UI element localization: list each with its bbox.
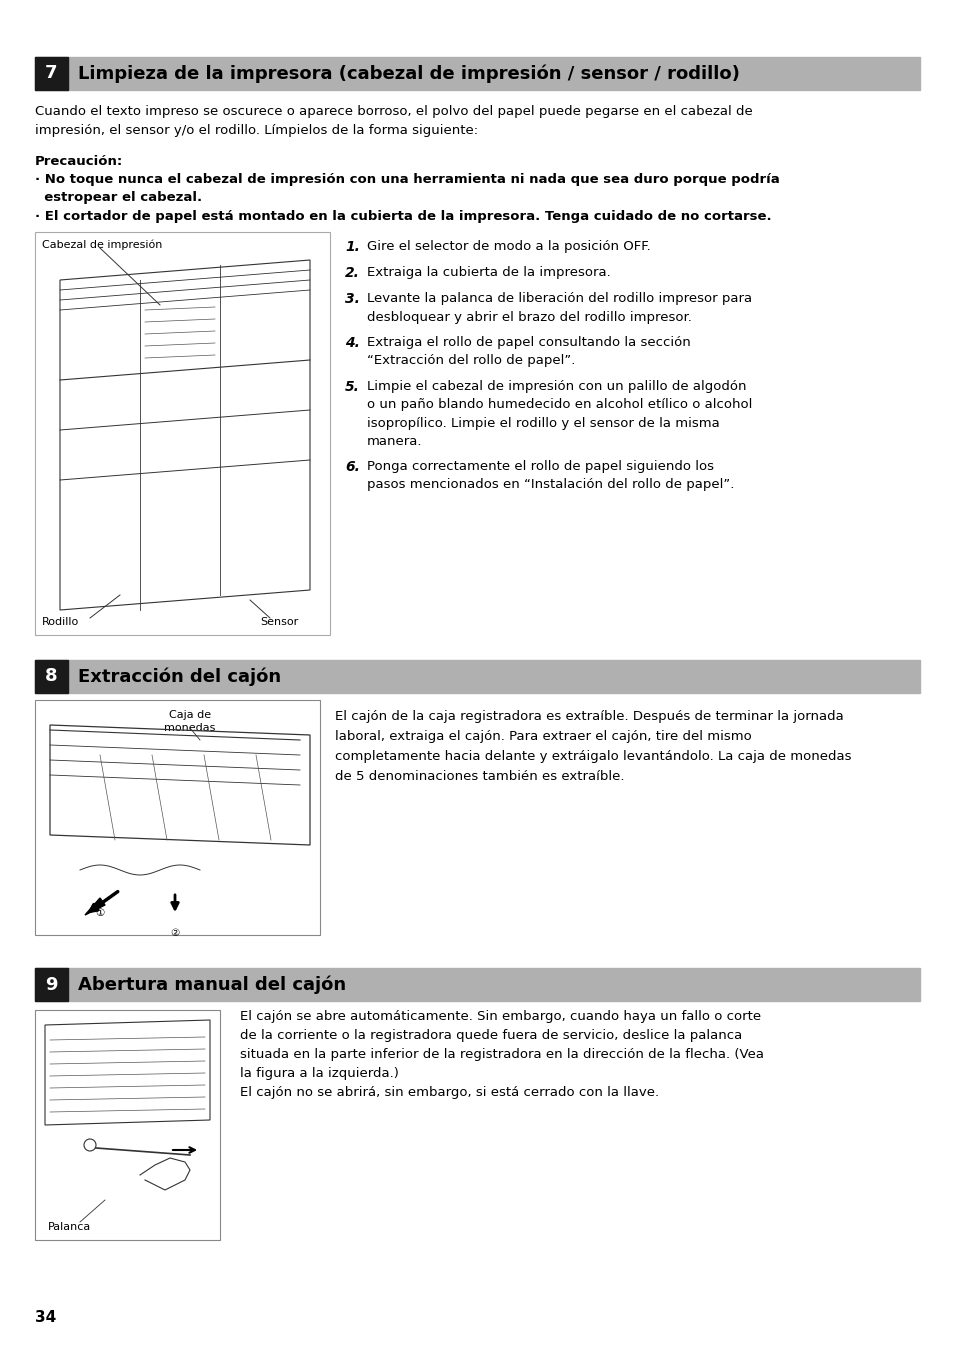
- Text: 1.: 1.: [345, 240, 359, 254]
- Text: Abertura manual del cajón: Abertura manual del cajón: [78, 975, 346, 994]
- Bar: [35, 700, 319, 935]
- Text: Cabezal de impresión: Cabezal de impresión: [42, 240, 162, 251]
- Text: 4.: 4.: [345, 336, 359, 349]
- Text: Extracción del cajón: Extracción del cajón: [78, 668, 281, 685]
- Text: 9: 9: [45, 975, 58, 993]
- Text: Cuando el texto impreso se oscurece o aparece borroso, el polvo del papel puede : Cuando el texto impreso se oscurece o ap…: [35, 105, 752, 138]
- Text: Precaución:: Precaución:: [35, 155, 123, 169]
- Text: · No toque nunca el cabezal de impresión con una herramienta ni nada que sea dur: · No toque nunca el cabezal de impresión…: [35, 173, 779, 204]
- Text: Sensor: Sensor: [260, 616, 298, 627]
- Text: 7: 7: [45, 65, 58, 82]
- Text: ②: ②: [171, 928, 179, 938]
- Text: Extraiga el rollo de papel consultando la sección
“Extracción del rollo de papel: Extraiga el rollo de papel consultando l…: [367, 336, 690, 367]
- Text: El cajón se abre automáticamente. Sin embargo, cuando haya un fallo o corte
de l: El cajón se abre automáticamente. Sin em…: [240, 1010, 763, 1099]
- Bar: [35, 660, 68, 693]
- Text: 34: 34: [35, 1310, 56, 1325]
- Bar: [35, 57, 68, 90]
- Text: 2.: 2.: [345, 266, 359, 281]
- Bar: [35, 232, 330, 635]
- Text: Limpieza de la impresora (cabezal de impresión / sensor / rodillo): Limpieza de la impresora (cabezal de imp…: [78, 65, 740, 82]
- Text: Limpie el cabezal de impresión con un palillo de algodón
o un paño blando humede: Limpie el cabezal de impresión con un pa…: [367, 380, 752, 448]
- Text: 6.: 6.: [345, 460, 359, 473]
- Text: Caja de
monedas: Caja de monedas: [164, 710, 215, 734]
- Text: 5.: 5.: [345, 380, 359, 394]
- Text: Ponga correctamente el rollo de papel siguiendo los
pasos mencionados en “Instal: Ponga correctamente el rollo de papel si…: [367, 460, 734, 491]
- Text: Gire el selector de modo a la posición OFF.: Gire el selector de modo a la posición O…: [367, 240, 650, 254]
- Text: 3.: 3.: [345, 291, 359, 306]
- Text: El cajón de la caja registradora es extraíble. Después de terminar la jornada
la: El cajón de la caja registradora es extr…: [335, 710, 851, 782]
- Text: ①: ①: [95, 908, 104, 919]
- Text: Rodillo: Rodillo: [42, 616, 79, 627]
- Polygon shape: [85, 898, 105, 915]
- Bar: [35, 969, 68, 1001]
- Text: · El cortador de papel está montado en la cubierta de la impresora. Tenga cuidad: · El cortador de papel está montado en l…: [35, 210, 771, 223]
- Bar: [35, 660, 919, 693]
- Text: Levante la palanca de liberación del rodillo impresor para
desbloquear y abrir e: Levante la palanca de liberación del rod…: [367, 291, 751, 324]
- Text: Palanca: Palanca: [48, 1222, 91, 1232]
- Text: 8: 8: [45, 668, 58, 685]
- Bar: [35, 969, 919, 1001]
- Bar: [35, 57, 919, 90]
- Bar: [35, 1010, 220, 1240]
- Text: Extraiga la cubierta de la impresora.: Extraiga la cubierta de la impresora.: [367, 266, 610, 279]
